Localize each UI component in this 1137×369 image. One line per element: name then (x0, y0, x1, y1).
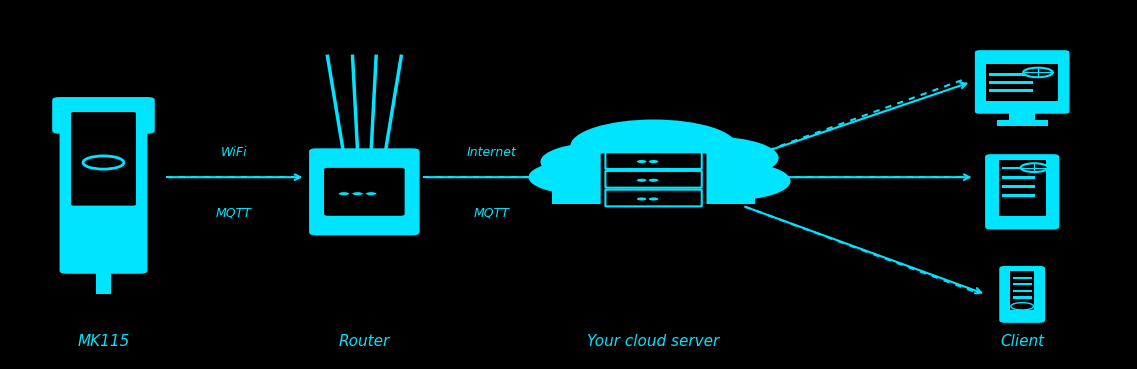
Bar (1013, 283, 1031, 285)
Bar (1013, 290, 1031, 292)
Circle shape (637, 179, 647, 182)
Bar (1002, 176, 1035, 179)
Bar (1002, 185, 1035, 188)
Bar (1013, 277, 1031, 279)
Bar (989, 89, 1032, 92)
FancyBboxPatch shape (310, 150, 418, 234)
FancyBboxPatch shape (600, 154, 706, 209)
Text: MQTT: MQTT (473, 207, 509, 220)
Circle shape (1011, 303, 1034, 310)
Bar (1002, 194, 1035, 197)
Circle shape (351, 192, 363, 196)
FancyBboxPatch shape (986, 63, 1059, 101)
Text: WiFi: WiFi (221, 146, 247, 159)
FancyBboxPatch shape (53, 99, 153, 132)
Text: Internet: Internet (466, 146, 516, 159)
FancyBboxPatch shape (61, 118, 146, 272)
FancyBboxPatch shape (605, 171, 702, 188)
Text: Router: Router (339, 334, 390, 349)
Bar (989, 81, 1032, 84)
Bar (113, 235, 124, 272)
Circle shape (338, 192, 349, 196)
FancyBboxPatch shape (1001, 267, 1044, 321)
Circle shape (649, 179, 658, 182)
Bar (997, 120, 1047, 126)
Bar (1002, 166, 1021, 169)
Circle shape (570, 120, 737, 173)
Bar (405, 190, 412, 196)
Circle shape (637, 160, 647, 163)
Text: MQTT: MQTT (216, 207, 251, 220)
Text: Client: Client (1001, 334, 1044, 349)
FancyBboxPatch shape (998, 160, 1046, 216)
Circle shape (83, 156, 124, 169)
FancyBboxPatch shape (1011, 272, 1034, 310)
FancyBboxPatch shape (605, 152, 702, 169)
FancyBboxPatch shape (553, 169, 755, 204)
Bar (1010, 111, 1035, 122)
Text: Your cloud server: Your cloud server (588, 334, 720, 349)
Circle shape (1023, 68, 1053, 77)
FancyBboxPatch shape (977, 52, 1068, 112)
Circle shape (637, 197, 647, 200)
FancyBboxPatch shape (72, 113, 135, 205)
Bar (1013, 296, 1031, 299)
FancyBboxPatch shape (325, 169, 404, 215)
Circle shape (672, 162, 790, 200)
FancyBboxPatch shape (605, 190, 702, 206)
FancyBboxPatch shape (987, 156, 1057, 228)
Bar (96, 268, 111, 294)
Text: MK115: MK115 (77, 334, 130, 349)
Circle shape (648, 137, 779, 179)
Bar (989, 73, 1051, 76)
Circle shape (649, 160, 658, 163)
Circle shape (540, 142, 659, 181)
Bar (83, 235, 94, 272)
Circle shape (649, 197, 658, 200)
Circle shape (529, 160, 636, 194)
Circle shape (1021, 163, 1048, 172)
Circle shape (365, 192, 376, 196)
